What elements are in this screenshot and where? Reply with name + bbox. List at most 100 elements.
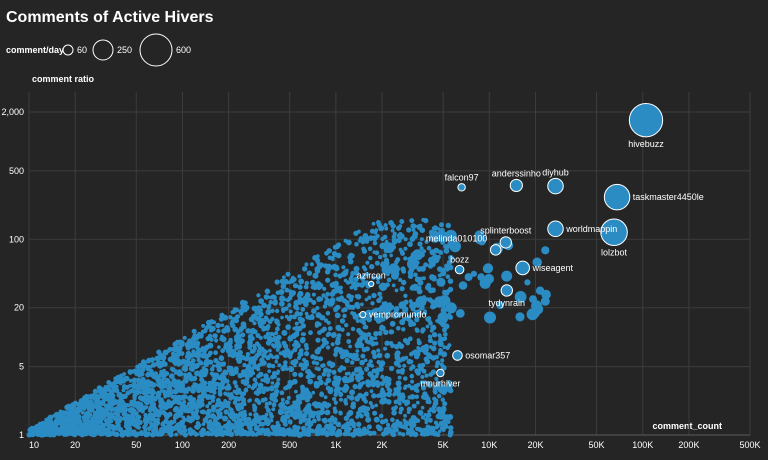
point-label-splinterboost: splinterboost (480, 226, 532, 236)
background-point (433, 389, 437, 393)
background-point (221, 328, 227, 334)
background-point (344, 239, 348, 243)
background-point (295, 343, 301, 349)
background-point (370, 301, 374, 305)
data-point-worldmappin[interactable] (548, 221, 564, 237)
background-point (220, 348, 225, 353)
background-point (287, 396, 291, 400)
background-point (169, 433, 173, 437)
data-point-anderssinho[interactable] (510, 179, 522, 191)
background-point (37, 432, 41, 436)
background-point (230, 321, 234, 325)
background-point (423, 393, 427, 397)
background-point (276, 421, 280, 425)
background-point (166, 421, 170, 425)
background-point (220, 372, 225, 377)
background-point (135, 401, 141, 407)
background-point (322, 327, 326, 331)
background-point (345, 415, 349, 419)
background-point (396, 226, 401, 231)
background-point (380, 375, 384, 379)
background-point (174, 433, 178, 437)
background-point (187, 353, 191, 357)
data-point-tydynrain[interactable] (501, 285, 512, 296)
background-point (325, 296, 329, 300)
data-point-falcon97[interactable] (458, 184, 465, 191)
background-point (207, 343, 213, 349)
background-point (483, 263, 493, 273)
background-point (266, 324, 271, 329)
background-point (392, 234, 397, 239)
x-tick-label: 100 (175, 440, 190, 450)
background-point (426, 431, 430, 435)
data-point-splinterboost[interactable] (500, 237, 511, 248)
data-point-mnurhiver[interactable] (437, 369, 444, 376)
background-point (365, 261, 369, 265)
data-point-melinda010100[interactable] (490, 245, 501, 256)
background-point (407, 258, 419, 270)
background-point (209, 419, 213, 423)
background-point (440, 426, 445, 431)
background-point (258, 312, 263, 317)
data-point-hivebuzz[interactable] (629, 104, 662, 137)
background-point (165, 415, 170, 420)
background-point (28, 432, 32, 436)
background-point (264, 294, 270, 300)
data-point-osomar357[interactable] (453, 351, 463, 361)
background-point (536, 287, 544, 295)
background-point (230, 410, 235, 415)
background-point (332, 420, 336, 424)
size-legend-title: comment/day (6, 45, 64, 55)
point-label-melinda010100: melinda010100 (426, 234, 488, 244)
background-point (438, 352, 442, 356)
data-point-azircon[interactable] (369, 281, 374, 286)
background-point (280, 366, 285, 371)
x-tick-label: 50 (131, 440, 141, 450)
background-point (391, 229, 395, 233)
background-point (361, 280, 366, 285)
background-point (341, 308, 345, 312)
background-point (446, 264, 450, 268)
data-point-bozz[interactable] (455, 265, 464, 274)
background-point (122, 412, 127, 417)
background-point (56, 415, 61, 420)
background-point (417, 338, 421, 342)
background-point (440, 270, 446, 276)
background-point (198, 423, 202, 427)
background-point (205, 411, 209, 415)
background-point (434, 421, 438, 425)
background-point (400, 425, 404, 429)
background-point (437, 278, 446, 287)
background-point (353, 384, 358, 389)
background-point (319, 357, 323, 361)
background-point (391, 424, 395, 428)
background-point (289, 381, 294, 386)
background-point (281, 350, 287, 356)
background-point (377, 426, 383, 432)
background-point (136, 384, 142, 390)
data-point-diyhub[interactable] (548, 178, 564, 194)
background-point (271, 407, 275, 411)
background-point (317, 375, 322, 380)
size-legend-label-large: 600 (176, 45, 191, 55)
background-point (484, 312, 496, 324)
background-point (275, 360, 279, 364)
data-point-wiseagent[interactable] (516, 261, 530, 275)
background-point (318, 283, 324, 289)
background-point (239, 326, 244, 331)
background-point (350, 432, 354, 436)
background-point (350, 253, 355, 258)
background-point (177, 381, 182, 386)
background-point (430, 430, 435, 435)
background-point (315, 361, 319, 365)
background-point (229, 397, 233, 401)
background-point (280, 390, 285, 395)
background-point (258, 346, 263, 351)
background-point (41, 432, 45, 436)
background-point (541, 246, 549, 254)
background-point (300, 338, 306, 344)
data-point-vempromundo[interactable] (360, 312, 366, 318)
data-point-taskmaster4450le[interactable] (604, 184, 629, 209)
background-point (246, 352, 251, 357)
background-point (331, 370, 336, 375)
